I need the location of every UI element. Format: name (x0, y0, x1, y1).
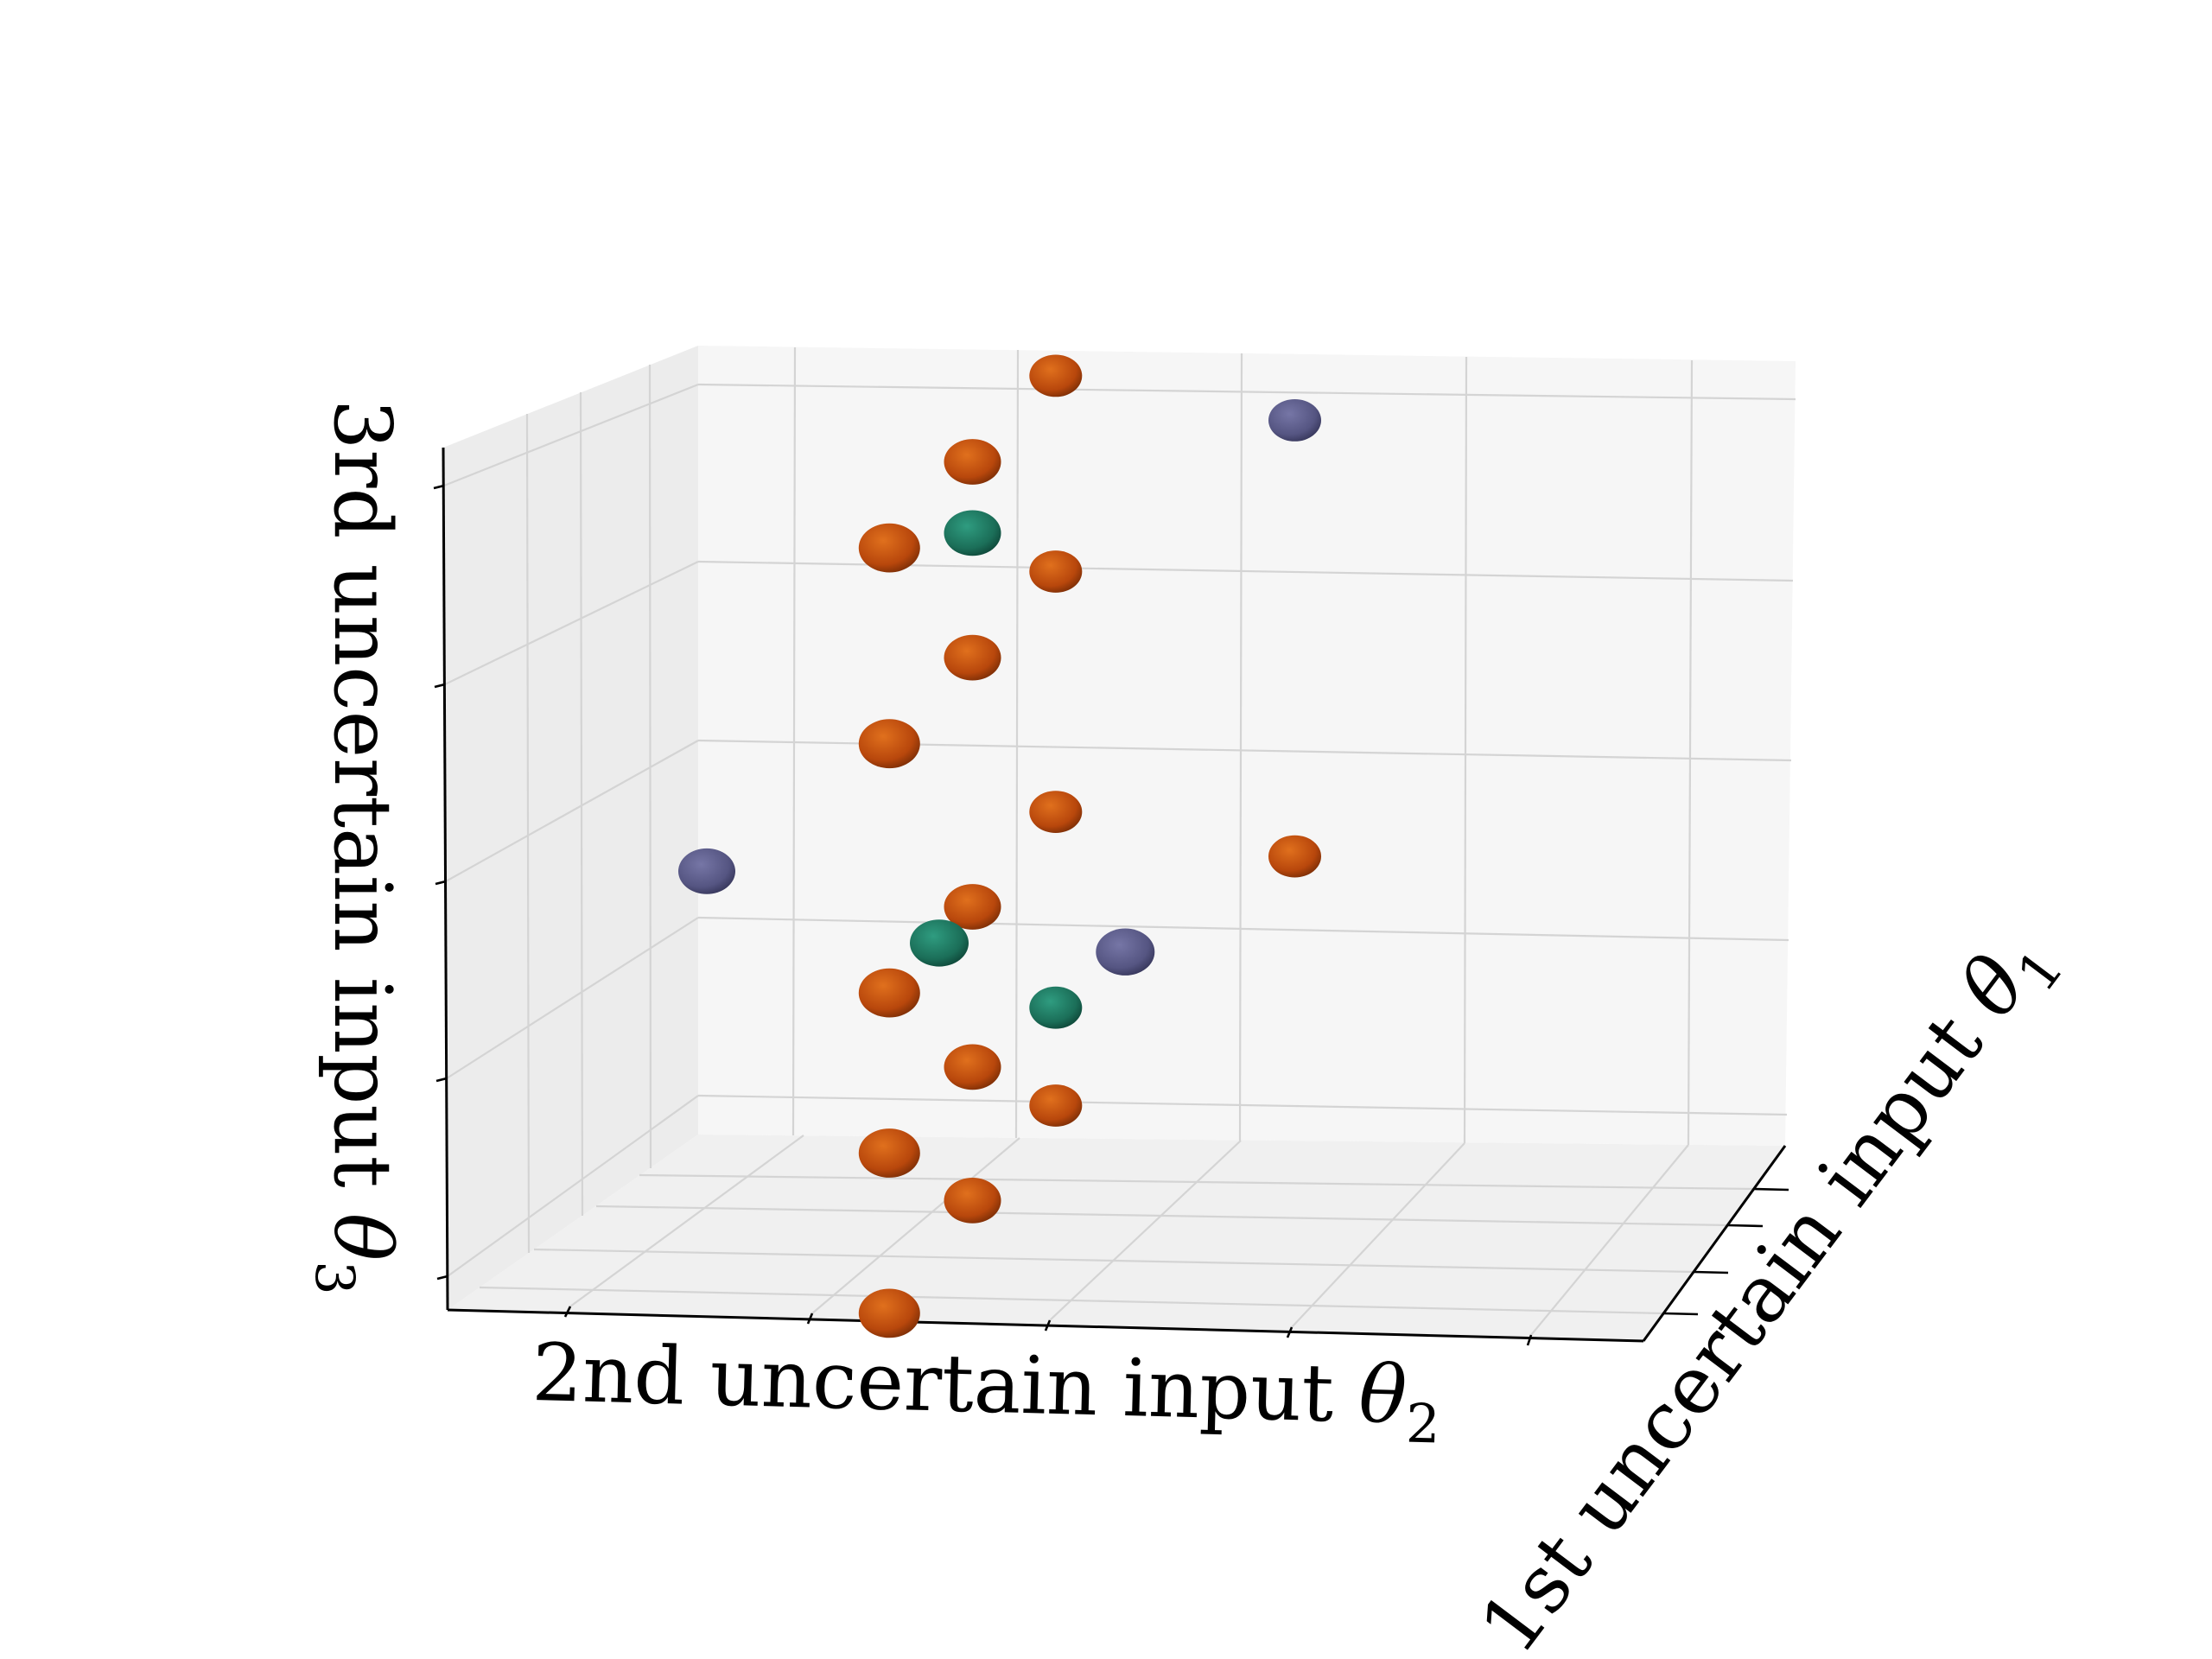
scatter-point-s0-2 (858, 523, 920, 573)
scatter-point-s0-9 (1268, 835, 1321, 878)
scatter-point-s0-10 (944, 1044, 1001, 1090)
scatter-point-s0-11 (1029, 1084, 1083, 1127)
scatter-point-s1-1 (910, 919, 969, 967)
scatter-point-s0-4 (944, 634, 1001, 681)
axes-panes (443, 346, 1796, 1341)
scatter-markers (678, 354, 1321, 1338)
scatter-point-s1-0 (944, 510, 1001, 556)
scatter-point-s0-5 (858, 719, 920, 769)
scatter-point-s0-13 (944, 1178, 1001, 1224)
z-axis-label: 3rd uncertain input θ3 (303, 399, 409, 1295)
scatter-point-s0-0 (1029, 354, 1083, 397)
scatter-point-s1-2 (1029, 986, 1083, 1029)
scatter-point-s2-2 (1096, 928, 1155, 976)
z-axis-line (442, 447, 449, 1311)
scatter-point-s0-6 (1029, 791, 1083, 833)
scatter-point-s0-3 (1029, 550, 1083, 593)
scatter-point-s0-12 (858, 1128, 920, 1178)
scatter-point-s0-14 (858, 1288, 920, 1338)
y-axis-line (447, 1308, 1644, 1343)
y-axis-label: 2nd uncertain input θ2 (531, 1326, 1442, 1455)
x-axis-line (1642, 1145, 1787, 1342)
left-pane (443, 346, 698, 1310)
scatter-point-s2-0 (678, 848, 735, 894)
axis-lines (433, 447, 1789, 1346)
floor-pane (448, 1135, 1785, 1341)
scatter-point-s2-1 (1268, 399, 1321, 442)
scatter-point-s0-7 (944, 884, 1001, 930)
scatter-point-s0-1 (944, 439, 1001, 485)
scatter-point-s0-8 (858, 968, 920, 1018)
